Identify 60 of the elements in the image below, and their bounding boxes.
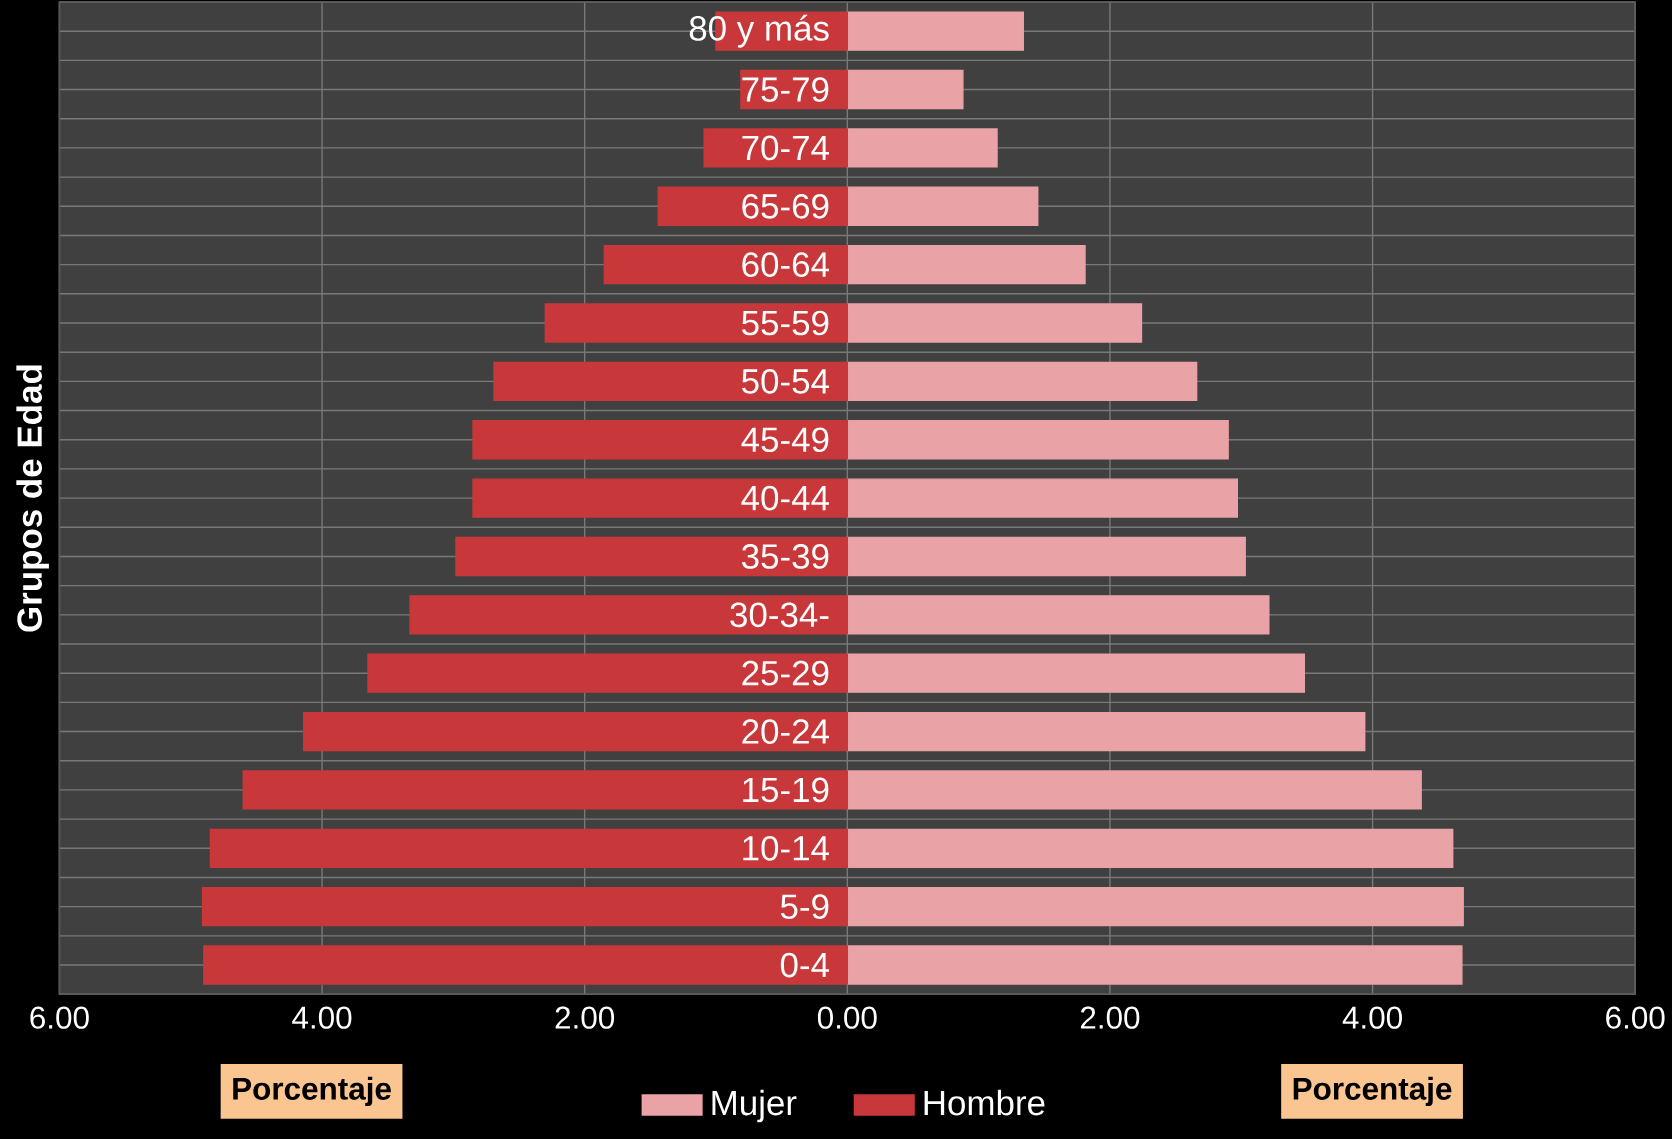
y-tick-label: 35-39: [741, 543, 829, 569]
x-tick-label: 6.00: [30, 1006, 89, 1029]
bar: [544, 303, 849, 343]
bar: [846, 828, 1454, 868]
y-tick-label: 45-49: [741, 427, 829, 452]
y-tick-label: 30-34-: [730, 602, 829, 628]
bar: [846, 419, 1229, 460]
bar: [846, 186, 1039, 226]
legend-label: Hombre: [924, 1089, 1045, 1116]
bar: [703, 128, 849, 168]
y-axis-title: Grupos de Edad: [16, 365, 49, 632]
bar: [203, 945, 849, 985]
x-tick-label: 2.00: [555, 1006, 615, 1029]
y-tick-label: 10-14: [743, 835, 829, 861]
y-tick-label: 70-74: [742, 135, 829, 161]
y-tick-label: 50-54: [742, 368, 829, 394]
bar: [657, 186, 849, 226]
y-tick-label: 5-9: [780, 894, 829, 919]
bar: [846, 770, 1422, 810]
bar: [209, 828, 849, 868]
bar: [242, 770, 849, 810]
text: Porcentaje: [1293, 1076, 1452, 1106]
y-tick-label: 25-29: [742, 660, 829, 686]
x-tick-label: 2.00: [1080, 1006, 1140, 1029]
y-tick-label: 75-79: [742, 77, 829, 102]
bar: [846, 595, 1270, 635]
y-tick-label: 40-44: [741, 485, 829, 511]
bar: [367, 653, 849, 693]
y-tick-label: 15-19: [743, 777, 829, 803]
bar: [846, 69, 964, 110]
bar: [846, 128, 998, 168]
text: Porcentaje: [233, 1076, 391, 1106]
x-tick-label: 4.00: [292, 1006, 352, 1029]
legend-label: Mujer: [712, 1089, 797, 1123]
y-tick-label: 65-69: [742, 193, 829, 219]
bar: [846, 11, 1024, 51]
y-tick-label: 55-59: [742, 310, 829, 336]
bar: [201, 886, 849, 927]
bar: [472, 419, 849, 460]
bar: [472, 478, 849, 518]
bar: [846, 244, 1086, 285]
bar: [846, 945, 1463, 985]
bar: [846, 478, 1239, 518]
bar: [409, 595, 849, 635]
x-tick-label: 6.00: [1606, 1006, 1665, 1029]
bar: [455, 536, 849, 576]
y-tick-label: 20-24: [742, 719, 829, 744]
x-tick-label: 4.00: [1342, 1006, 1402, 1029]
bar: [846, 361, 1198, 401]
y-tick-label: 0-4: [780, 952, 829, 978]
bar: [846, 536, 1246, 576]
bar: [493, 361, 849, 401]
bar: [302, 711, 849, 752]
x-tick-label: 0.00: [817, 1006, 877, 1029]
bar: [603, 244, 849, 285]
y-tick-label: 60-64: [742, 252, 829, 277]
bar: [846, 886, 1464, 927]
bar: [846, 711, 1366, 752]
bar: [846, 303, 1143, 343]
bar: [846, 653, 1305, 693]
